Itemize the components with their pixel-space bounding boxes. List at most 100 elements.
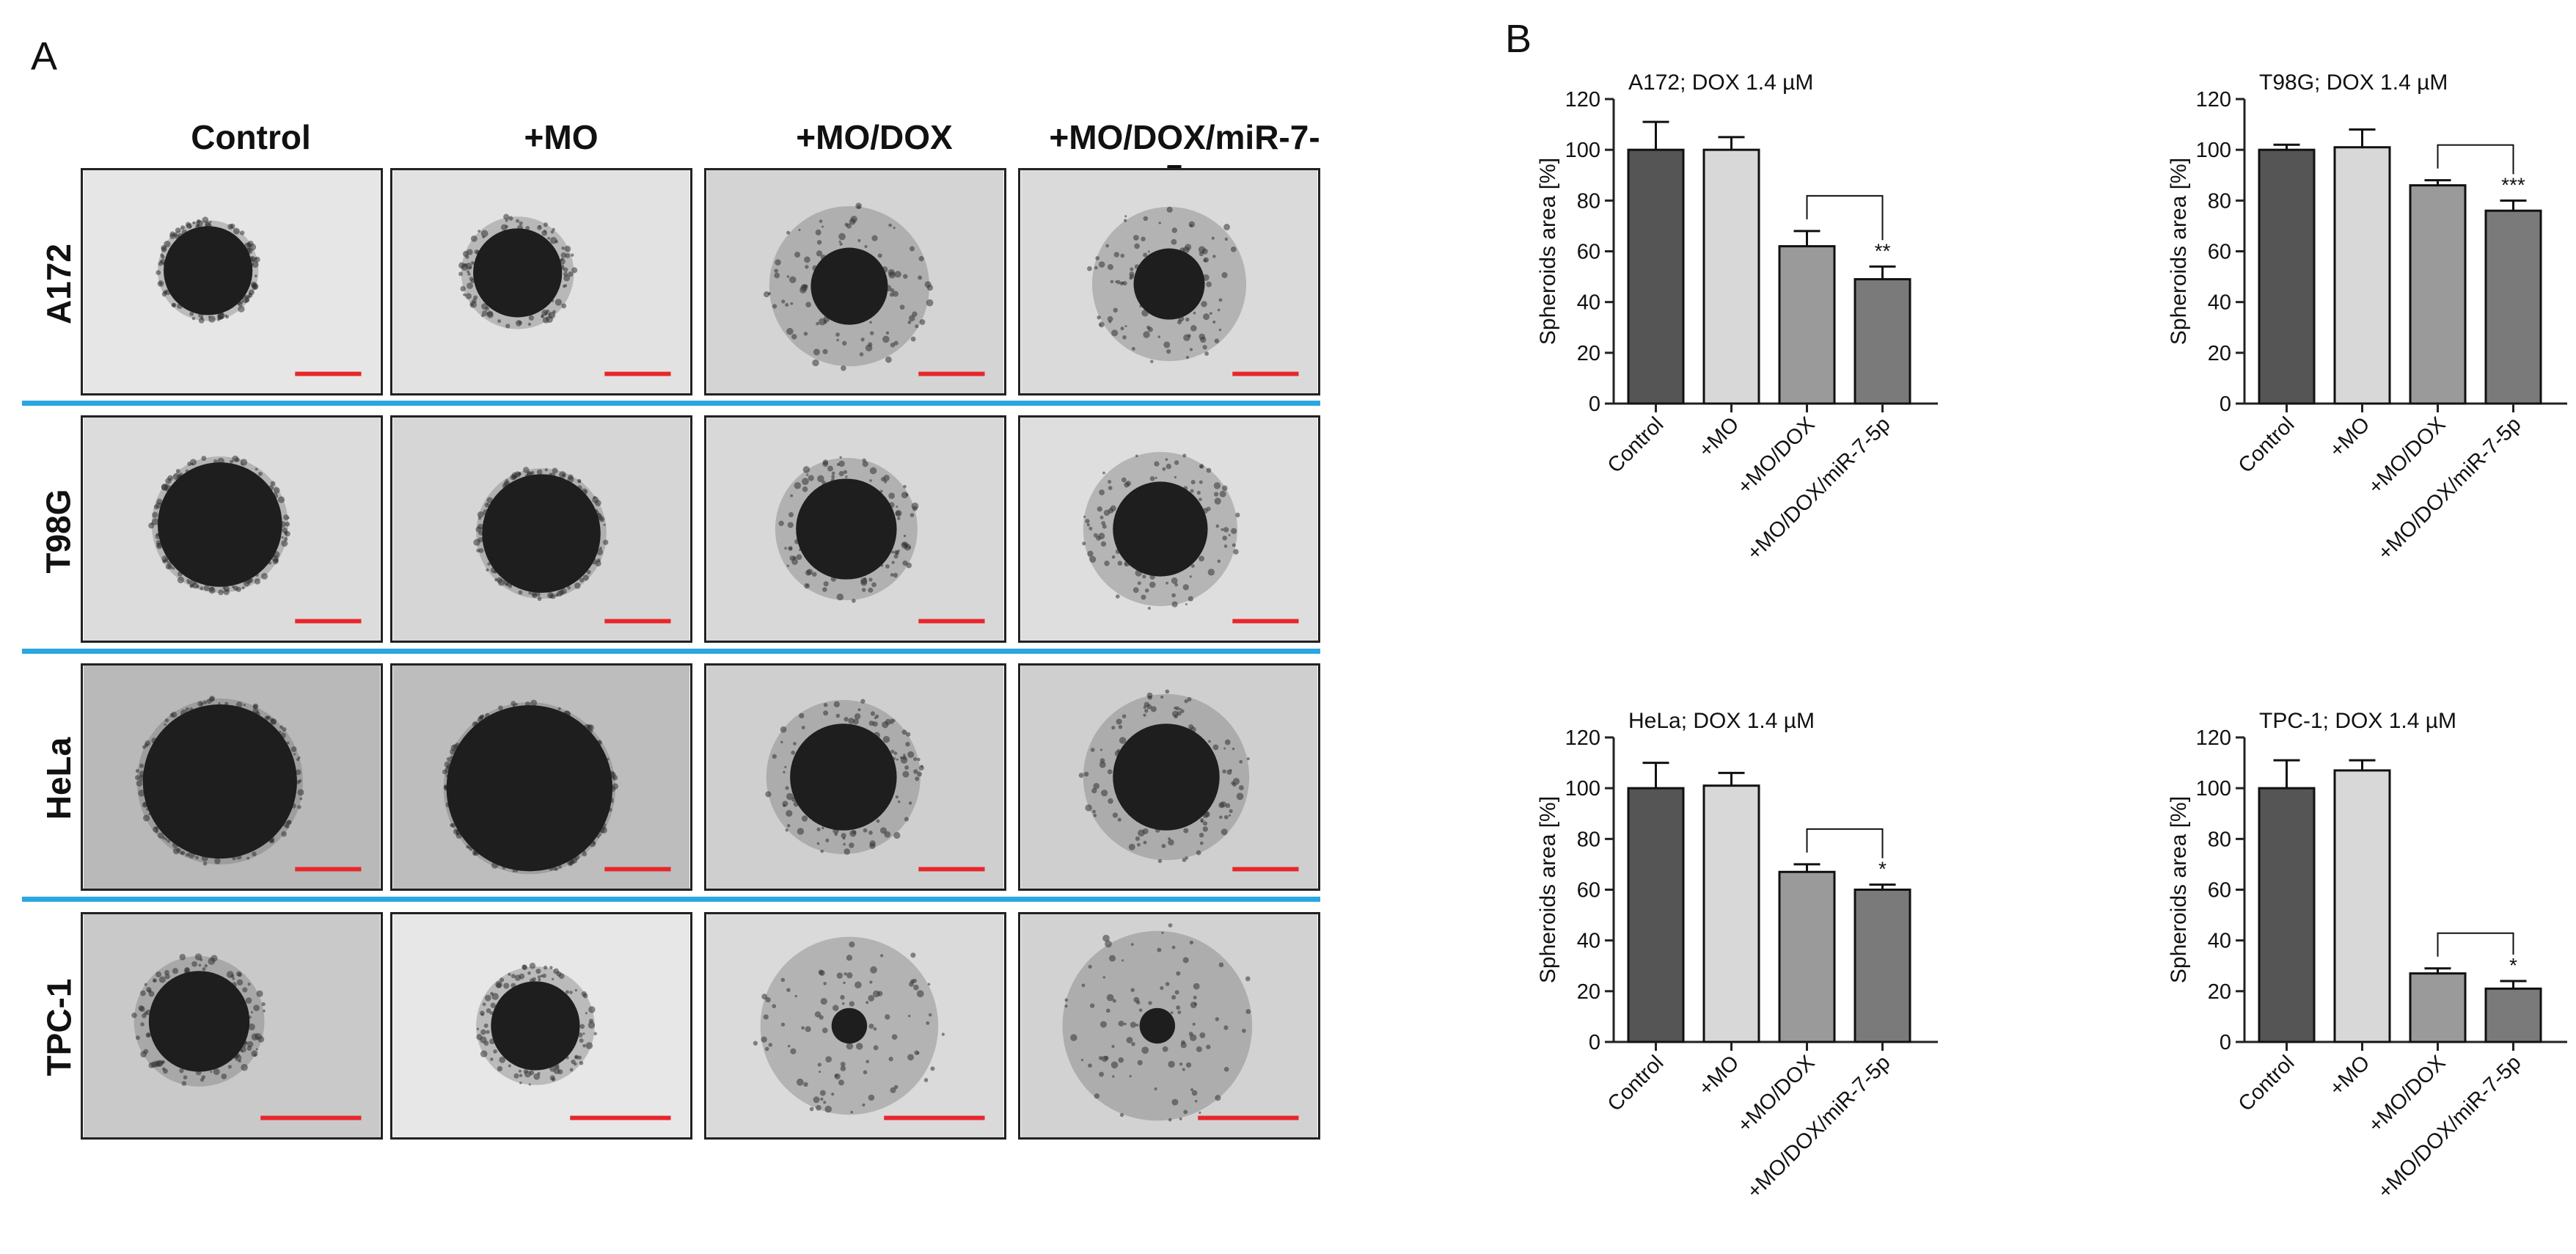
y-axis-label: Spheroids area [%] [1536,158,1560,345]
row-header-hela: HeLa [29,668,88,889]
bar-mo-dox-mir-7-5p [1854,278,1911,405]
bar-mo [2333,146,2391,405]
y-tick-label: 40 [1577,930,1600,953]
column-header-mo-dox: +MO/DOX [796,118,953,156]
y-tick-label: 60 [1577,241,1600,264]
y-tick-label: 100 [2196,777,2231,801]
scale-bar [604,371,671,376]
x-tick-label: +MO [1694,412,1744,462]
y-tick-label: 120 [1565,88,1600,112]
y-tick-label: 40 [2208,291,2231,315]
scale-bar [918,619,985,624]
significance-marker: * [2509,954,2517,977]
bar-mo-dox [2409,972,2467,1043]
y-tick-label: 60 [1577,879,1600,903]
row-separator [22,649,1320,654]
y-tick-label: 80 [1577,828,1600,851]
bar-mo [1702,148,1760,405]
scale-bar [295,371,362,376]
scale-bar [1232,619,1299,624]
y-tick-label: 100 [2196,139,2231,162]
row-label-tpc1: TPC-1 [40,978,78,1076]
scale-bar [295,867,362,872]
spheroid-micrograph [704,663,1006,891]
bar-control [2258,148,2316,405]
x-tick-label: +MO [2325,1051,2375,1101]
spheroid-micrograph [1018,912,1320,1140]
y-tick-label: 20 [1577,980,1600,1004]
spheroid-micrograph [81,912,383,1140]
y-tick-label: 40 [1577,291,1600,315]
y-axis-label: Spheroids area [%] [2167,796,2191,983]
chart-title: TPC-1; DOX 1.4 µM [2259,709,2456,733]
spheroid-micrograph [704,168,1006,395]
bar-mo-dox-mir-7-5p [2484,209,2542,405]
bar-mo-dox [1778,245,1836,405]
y-tick-label: 120 [1565,726,1600,750]
scale-bar [884,1115,985,1120]
y-tick-label: 100 [1565,777,1600,801]
y-tick-label: 100 [1565,139,1600,162]
y-axis-label: Spheroids area [%] [1536,796,1560,983]
y-tick-label: 120 [2196,726,2231,750]
x-tick-label: Control [1603,412,1669,478]
bar-mo-dox [2409,184,2467,405]
x-tick-label: +MO/DOX/miR-7-5p [2374,412,2526,565]
x-tick-label: +MO/DOX/miR-7-5p [2374,1051,2526,1203]
spheroid-micrograph [81,415,383,643]
significance-marker: *** [2501,173,2525,196]
y-tick-label: 120 [2196,88,2231,112]
bar-control [1627,148,1685,405]
scale-bar [1232,867,1299,872]
scale-bar [604,867,671,872]
scale-bar [1232,371,1299,376]
spheroid-micrograph [1018,663,1320,891]
x-tick-label: +MO/DOX/miR-7-5p [1743,1051,1895,1203]
column-header-mo: +MO [524,118,599,156]
bar-chart-t98g: T98G; DOX 1.4 µM Spheroids area [%] 0 20 40 6… [2167,70,2567,565]
x-tick-label: Control [2234,1051,2299,1116]
spheroid-micrograph [390,912,692,1140]
panel-label-b: B [1505,17,1532,61]
bar-control [1627,787,1685,1043]
x-tick-label: Control [1603,1051,1669,1116]
chart-title: HeLa; DOX 1.4 µM [1628,709,1815,733]
y-tick-label: 20 [2208,980,2231,1004]
y-tick-label: 60 [2208,241,2231,264]
chart-title: T98G; DOX 1.4 µM [2259,70,2448,95]
significance-bracket [2437,932,2514,957]
spheroid-micrograph [81,168,383,395]
spheroid-micrograph [390,663,692,891]
bar-mo-dox [1778,870,1836,1043]
spheroid-micrograph [704,912,1006,1140]
bar-mo-dox-mir-7-5p [1854,889,1911,1043]
x-tick-label: +MO/DOX/miR-7-5p [1743,412,1895,565]
scale-bar [1198,1115,1299,1120]
y-tick-label: 60 [2208,879,2231,903]
x-tick-label: Control [2234,412,2299,478]
spheroid-micrograph [704,415,1006,643]
x-tick-label: +MO [2325,412,2375,462]
y-tick-label: 0 [1589,393,1600,416]
row-header-tpc1: TPC-1 [29,917,88,1137]
significance-bracket [1806,194,1884,241]
scale-bar [918,371,985,376]
y-tick-label: 20 [1577,342,1600,365]
spheroid-micrograph [81,663,383,891]
y-tick-label: 80 [2208,189,2231,213]
panel-label-a: A [31,34,58,79]
bar-mo [2333,769,2391,1043]
row-label-a172: A172 [40,244,78,324]
significance-marker: * [1878,858,1887,881]
row-label-hela: HeLa [40,737,78,820]
bar-chart-hela: HeLa; DOX 1.4 µM Spheroids area [%] 0 20 40 6… [1536,709,1938,1203]
row-header-a172: A172 [29,174,88,394]
row-separator [22,401,1320,406]
bar-mo [1702,784,1760,1043]
bar-mo-dox-mir-7-5p [2484,987,2542,1043]
spheroid-micrograph [1018,415,1320,643]
column-header-control: Control [191,118,311,156]
y-tick-label: 0 [2220,1031,2231,1054]
spheroid-micrograph [390,415,692,643]
y-tick-label: 20 [2208,342,2231,365]
